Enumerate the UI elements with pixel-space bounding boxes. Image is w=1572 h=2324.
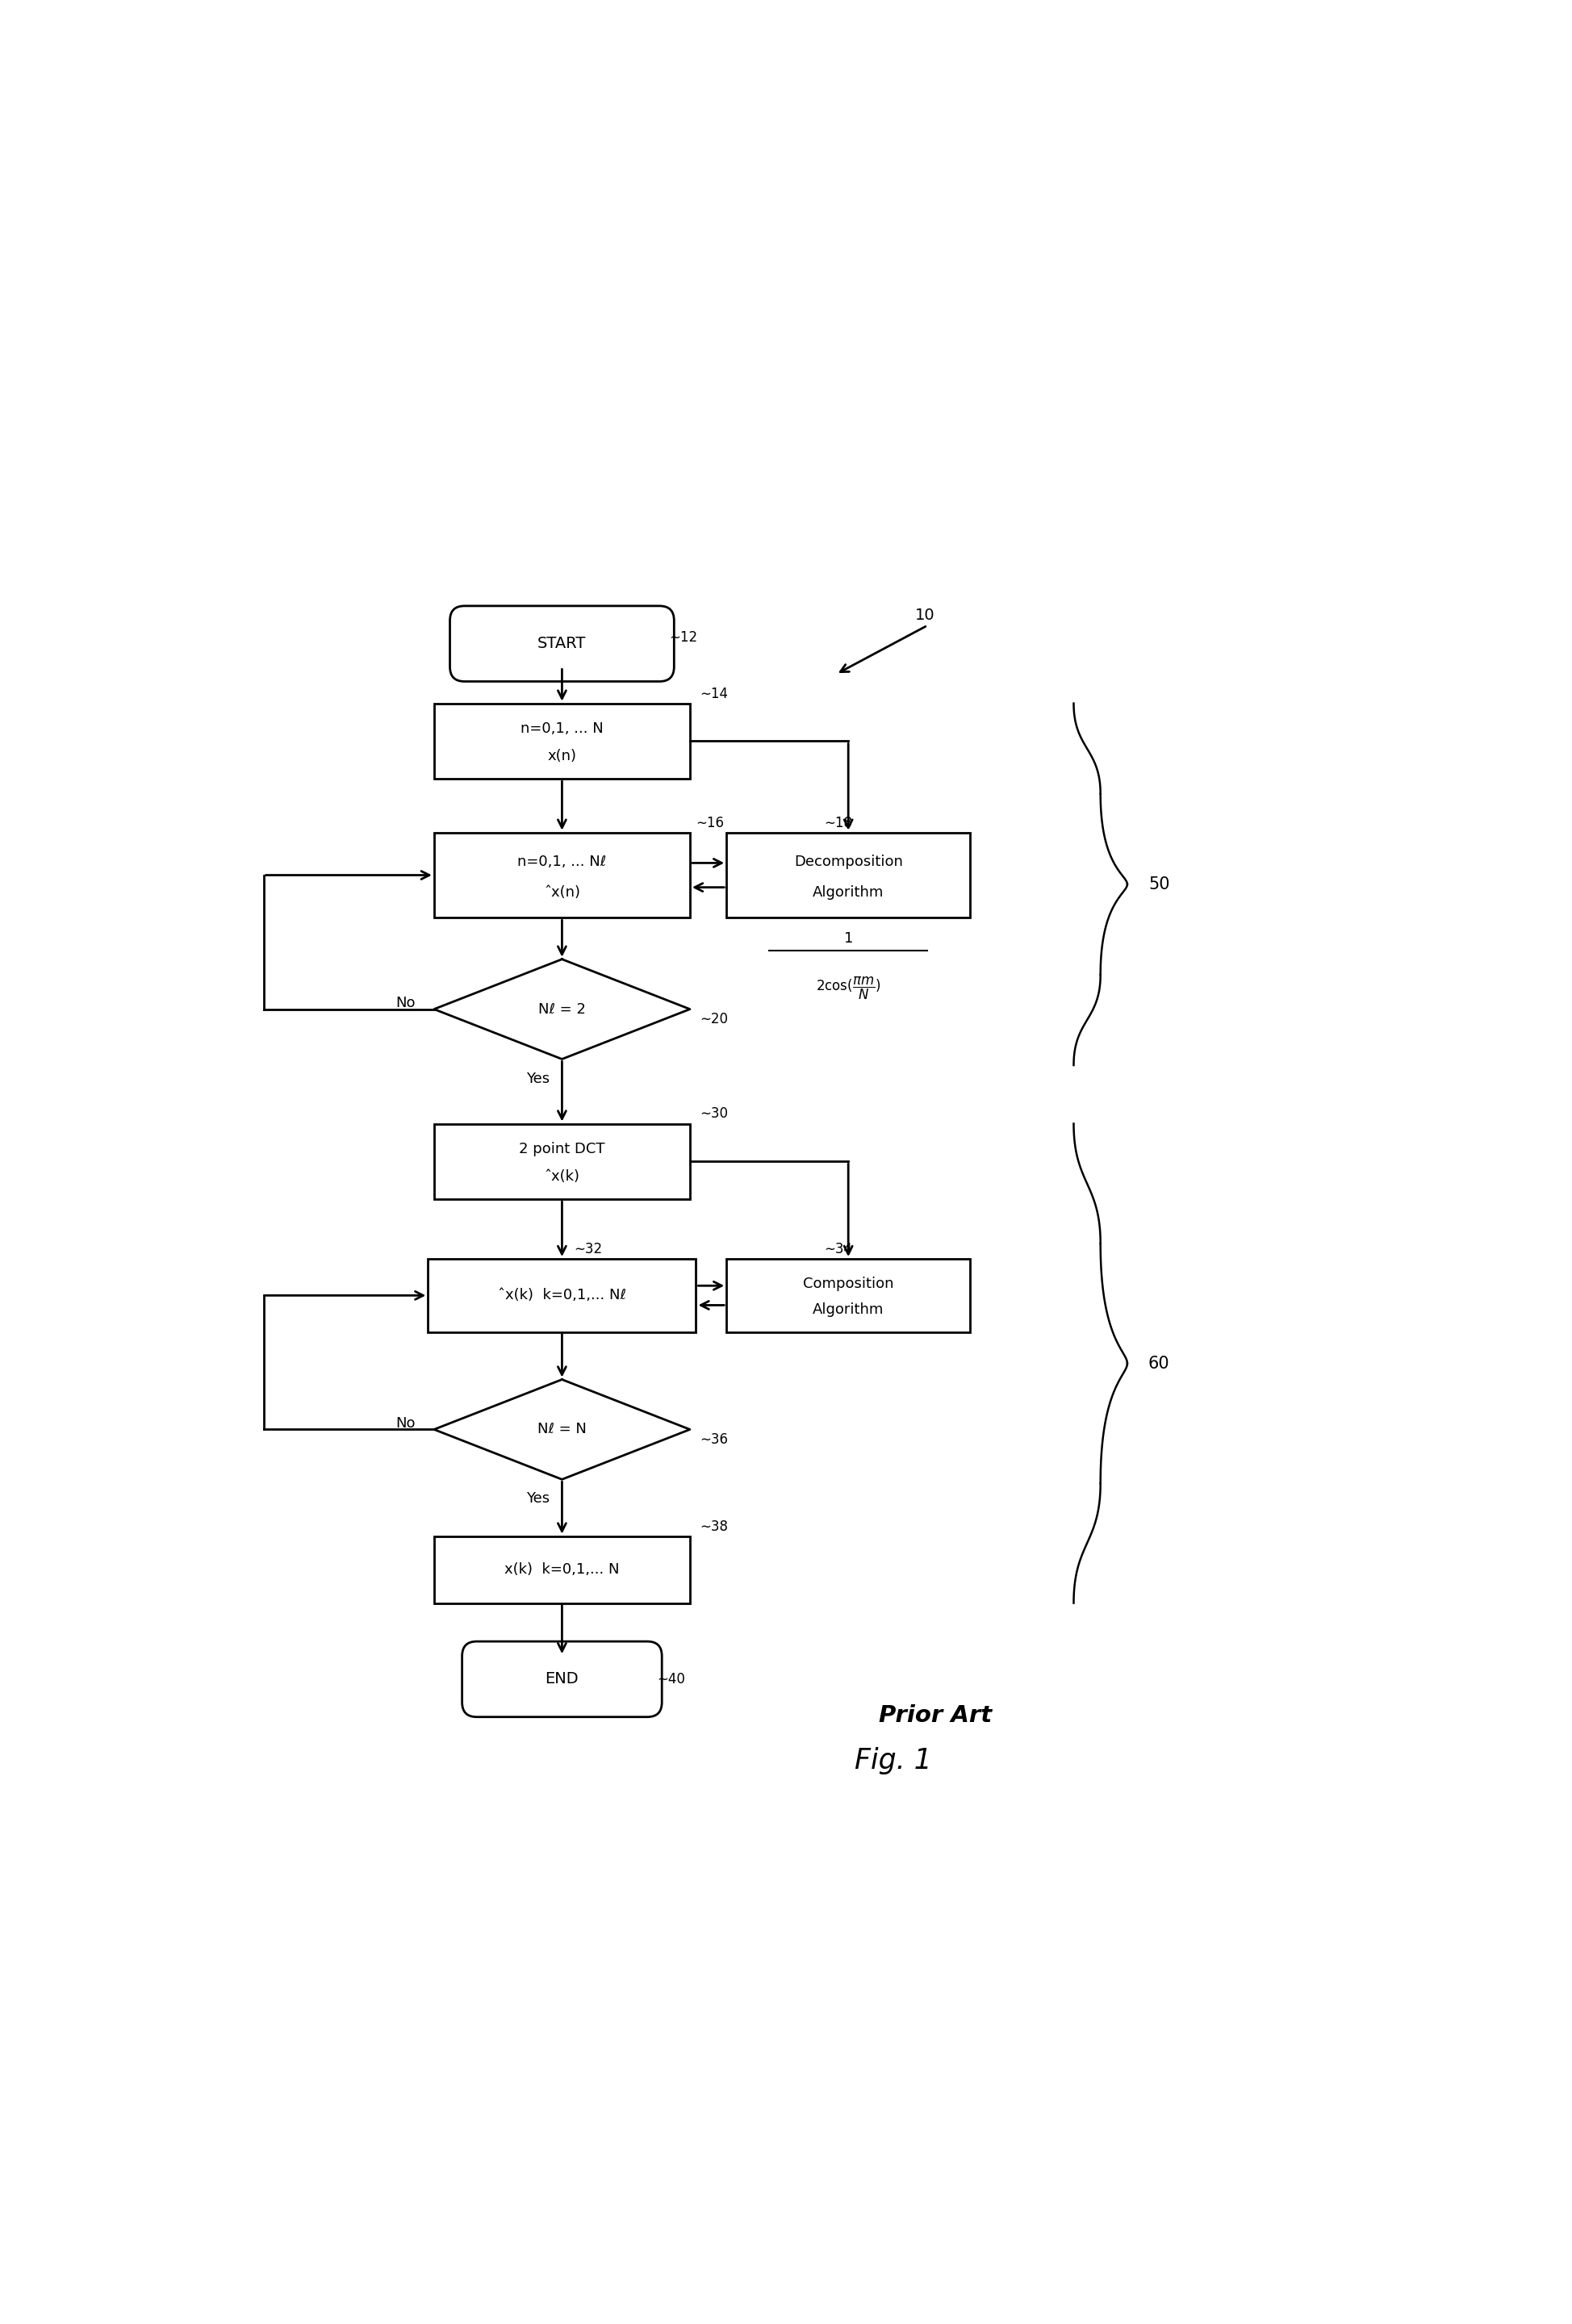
Text: x(k)  k=0,1,... N: x(k) k=0,1,... N <box>505 1562 619 1576</box>
Bar <box>434 1536 690 1604</box>
Text: Nℓ = 2: Nℓ = 2 <box>538 1002 586 1016</box>
Text: Decomposition: Decomposition <box>794 855 902 869</box>
Text: Yes: Yes <box>527 1071 549 1085</box>
Polygon shape <box>434 1380 690 1480</box>
Text: ∼32: ∼32 <box>574 1241 602 1257</box>
Bar <box>726 832 970 918</box>
Text: END: END <box>545 1671 578 1687</box>
Text: ∼16: ∼16 <box>696 816 725 830</box>
Text: ∼14: ∼14 <box>700 686 728 702</box>
Text: ∼18: ∼18 <box>824 816 852 830</box>
Text: 10: 10 <box>915 609 935 623</box>
Bar <box>434 704 690 779</box>
Bar <box>726 1260 970 1332</box>
Text: No: No <box>396 1415 415 1432</box>
Text: 2 point DCT: 2 point DCT <box>519 1141 605 1157</box>
Polygon shape <box>434 960 690 1060</box>
Text: ∼36: ∼36 <box>700 1432 728 1446</box>
Text: ∼38: ∼38 <box>700 1520 728 1534</box>
Bar <box>434 832 690 918</box>
Text: Yes: Yes <box>527 1492 549 1506</box>
Text: 1: 1 <box>844 932 854 946</box>
Text: x(n): x(n) <box>547 748 577 765</box>
Text: n=0,1, ... Nℓ: n=0,1, ... Nℓ <box>517 855 607 869</box>
Text: START: START <box>538 637 586 651</box>
Text: ∼34: ∼34 <box>824 1241 852 1257</box>
Text: ∼12: ∼12 <box>670 630 698 644</box>
Text: Composition: Composition <box>803 1276 894 1292</box>
Text: Fig. 1: Fig. 1 <box>855 1748 932 1776</box>
FancyBboxPatch shape <box>462 1641 662 1717</box>
Text: ˆx(k)  k=0,1,... Nℓ: ˆx(k) k=0,1,... Nℓ <box>498 1287 626 1304</box>
Text: 50: 50 <box>1148 876 1170 892</box>
Text: n=0,1, ... N: n=0,1, ... N <box>520 723 604 737</box>
Text: $2\cos(\dfrac{\pi m}{N})$: $2\cos(\dfrac{\pi m}{N})$ <box>816 976 880 1002</box>
Text: 60: 60 <box>1148 1355 1170 1371</box>
Text: ˆx(k): ˆx(k) <box>544 1169 580 1183</box>
Bar <box>428 1260 696 1332</box>
Text: Nℓ = N: Nℓ = N <box>538 1422 586 1436</box>
Text: ∼20: ∼20 <box>700 1011 728 1027</box>
Text: ∼40: ∼40 <box>657 1671 685 1687</box>
Text: No: No <box>396 995 415 1011</box>
Text: Algorithm: Algorithm <box>813 1304 883 1318</box>
Text: ∼30: ∼30 <box>700 1106 728 1120</box>
FancyBboxPatch shape <box>450 607 674 681</box>
Bar <box>434 1125 690 1199</box>
Text: ˆx(n): ˆx(n) <box>544 885 580 899</box>
Text: Algorithm: Algorithm <box>813 885 883 899</box>
Text: Prior Art: Prior Art <box>879 1703 992 1727</box>
